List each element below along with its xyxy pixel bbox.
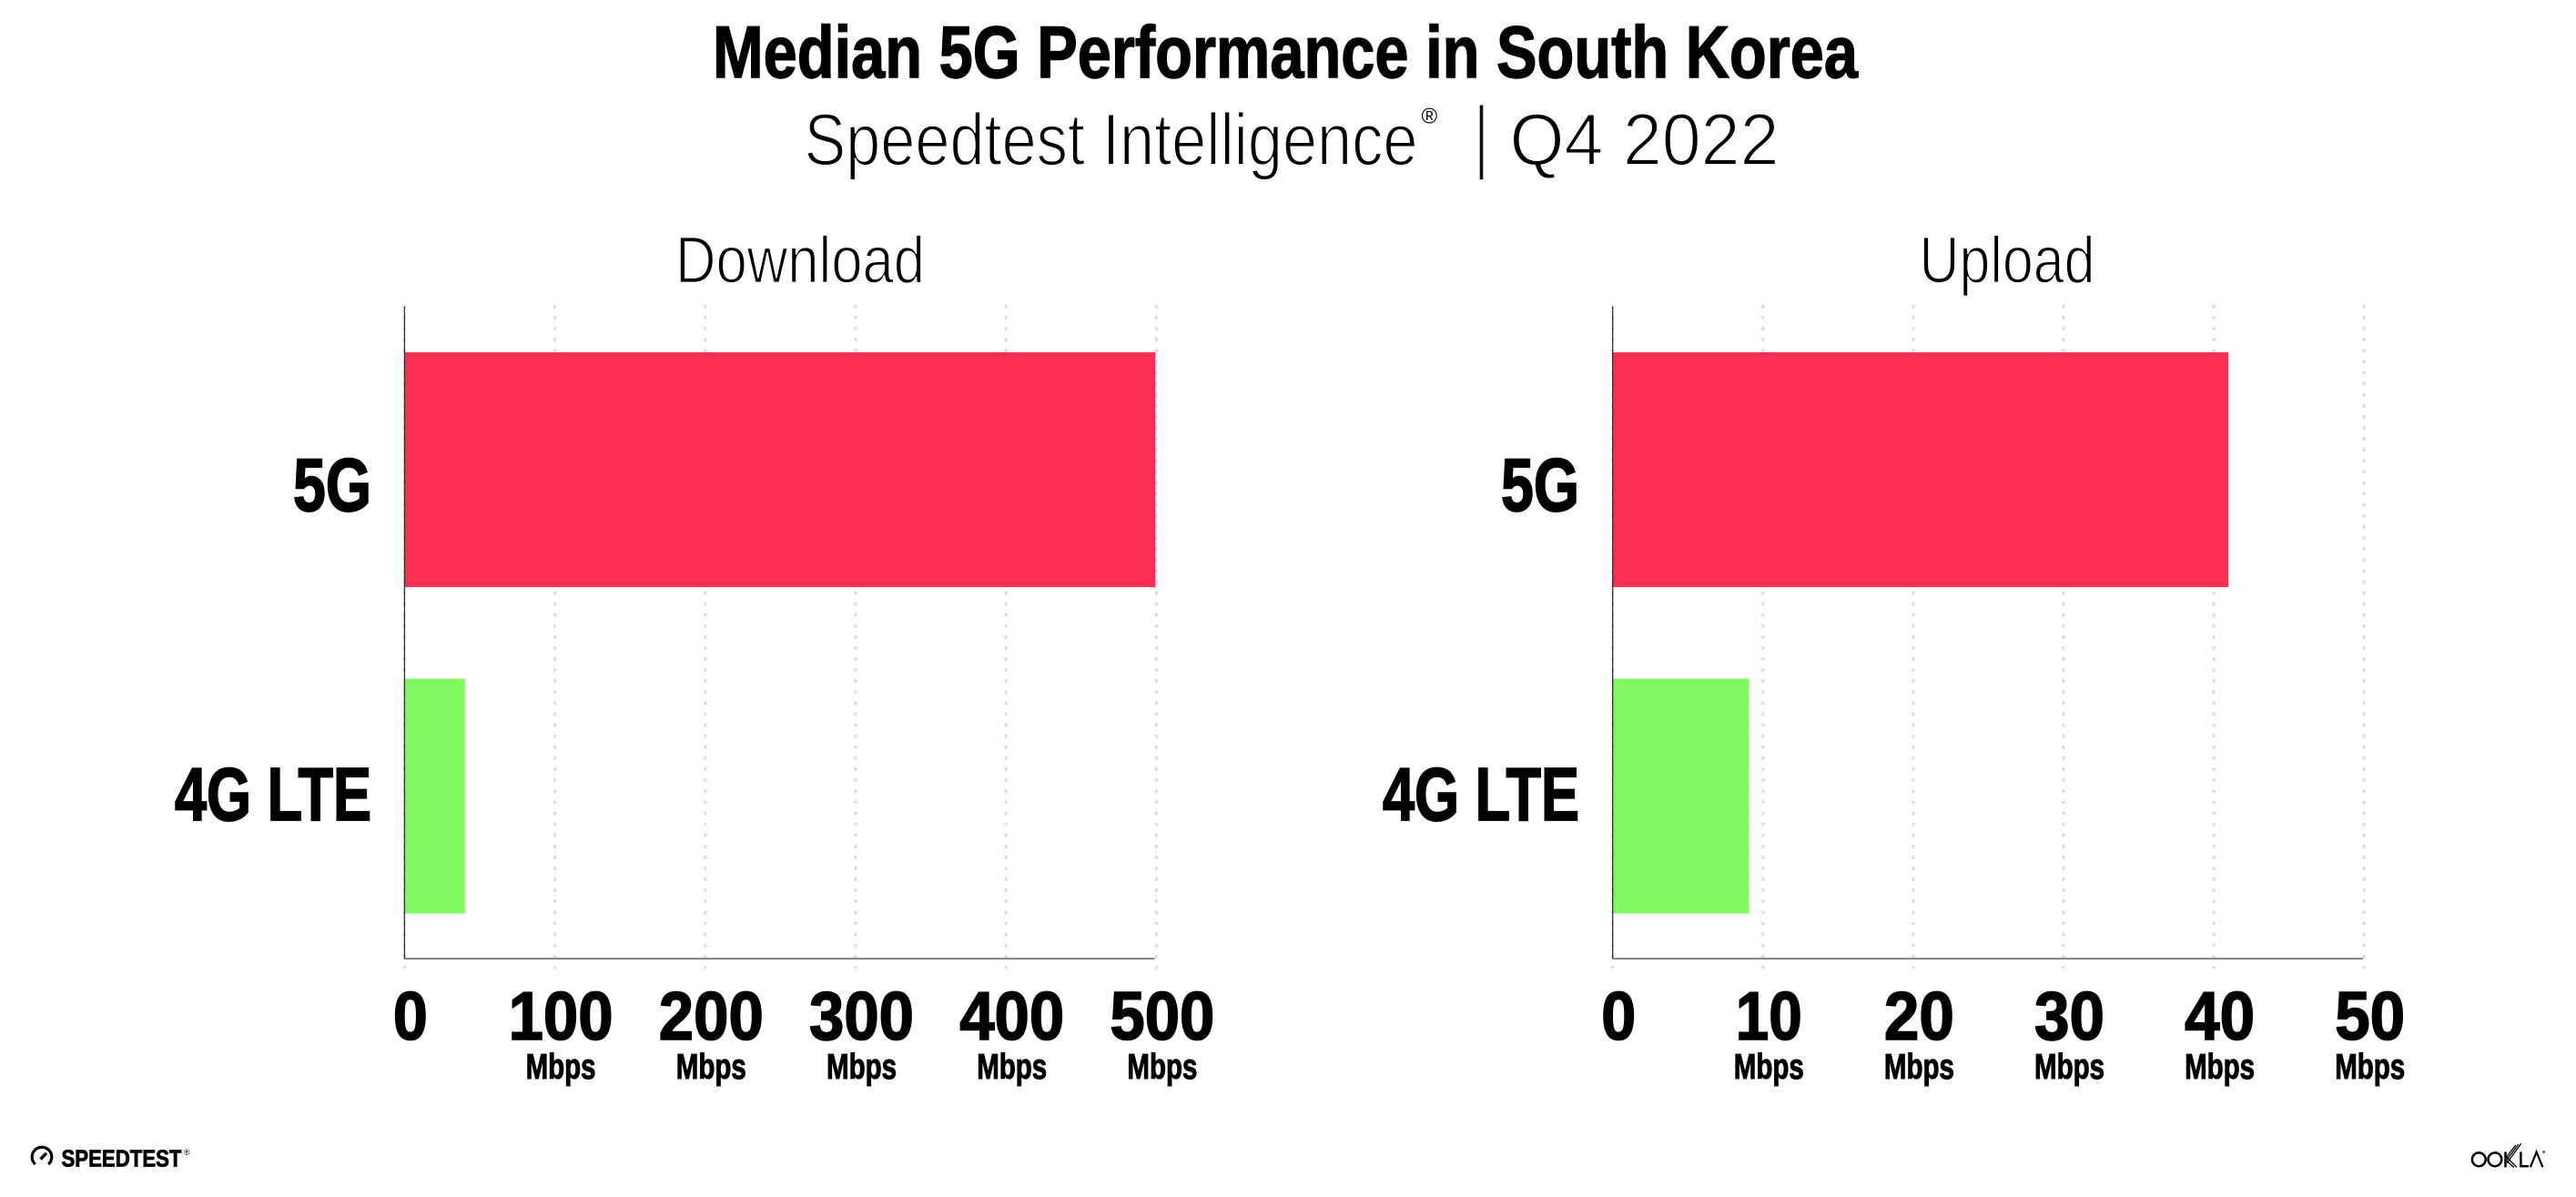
svg-text:®: ®	[1422, 105, 1438, 129]
svg-text:Mbps: Mbps	[1884, 1048, 1954, 1087]
svg-text:Mbps: Mbps	[1127, 1048, 1197, 1087]
svg-text:200: 200	[659, 978, 764, 1054]
svg-text:400: 400	[959, 978, 1064, 1054]
svg-text:300: 300	[809, 978, 914, 1054]
svg-text:Mbps: Mbps	[2335, 1048, 2405, 1087]
svg-text:Median 5G Performance in South: Median 5G Performance in South Korea	[713, 12, 1859, 94]
svg-text:4G LTE: 4G LTE	[1383, 753, 1579, 837]
svg-text:0: 0	[393, 978, 428, 1054]
svg-text:Download: Download	[675, 225, 925, 298]
svg-text:Mbps: Mbps	[526, 1048, 596, 1087]
svg-text:Mbps: Mbps	[2034, 1048, 2104, 1087]
svg-text:Speedtest Intelligence: Speedtest Intelligence	[805, 99, 1418, 181]
svg-text:4G LTE: 4G LTE	[175, 753, 371, 837]
svg-text:20: 20	[1884, 978, 1954, 1054]
svg-text:Mbps: Mbps	[2185, 1048, 2255, 1087]
svg-text:30: 30	[2034, 978, 2104, 1054]
svg-text:40: 40	[2185, 978, 2255, 1054]
svg-text:100: 100	[509, 978, 614, 1054]
svg-text:500: 500	[1110, 978, 1214, 1054]
svg-text:0: 0	[1601, 978, 1636, 1054]
svg-text:Q4 2022: Q4 2022	[1510, 99, 1780, 181]
svg-text:Upload: Upload	[1920, 225, 2095, 298]
svg-text:Mbps: Mbps	[676, 1048, 746, 1087]
svg-text:10: 10	[1736, 978, 1802, 1054]
svg-text:Mbps: Mbps	[1734, 1048, 1804, 1087]
svg-text:Mbps: Mbps	[977, 1048, 1047, 1087]
svg-text:5G: 5G	[1501, 443, 1579, 527]
svg-text:5G: 5G	[293, 443, 371, 527]
svg-text:50: 50	[2335, 978, 2405, 1054]
svg-text:SPEEDTEST: SPEEDTEST	[62, 1147, 182, 1172]
svg-text:®: ®	[184, 1148, 190, 1157]
svg-text:Mbps: Mbps	[827, 1048, 897, 1087]
